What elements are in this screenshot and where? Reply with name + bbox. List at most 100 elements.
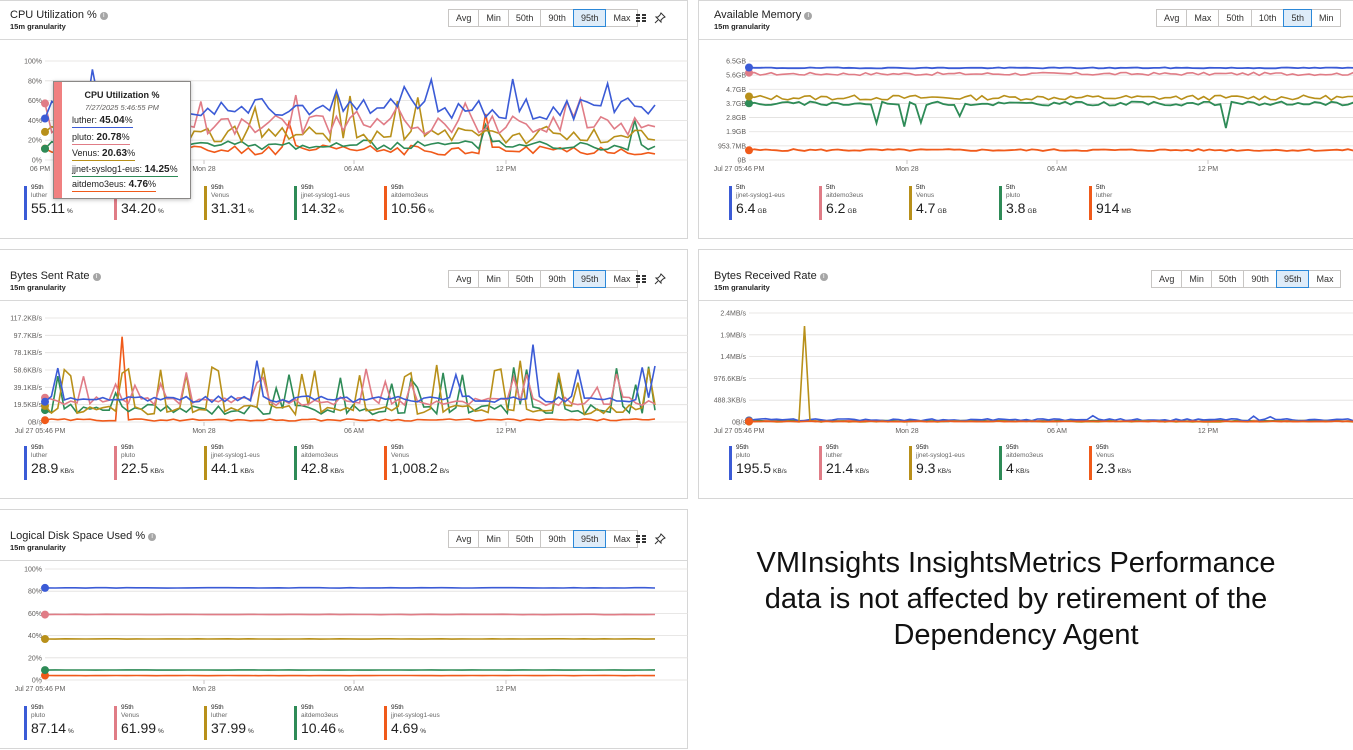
y-tick-label: 100%: [24, 567, 42, 574]
x-tick-label: 06 AM: [344, 428, 364, 435]
aggregation-button[interactable]: 95th: [573, 270, 607, 288]
x-tick-label: Jul 27 05:46 PM: [714, 166, 765, 173]
x-tick-label: Jul 27 05:46 PM: [714, 428, 765, 435]
legend-stat: 95th: [1096, 444, 1179, 452]
legend-stat: 95th: [121, 444, 204, 452]
legend-color-swatch: [729, 446, 732, 480]
legend-color-swatch: [204, 706, 207, 740]
legend-stat: 95th: [826, 444, 909, 452]
series-marker: [41, 115, 49, 123]
tooltip-title: CPU Utilization %: [54, 90, 190, 100]
legend-stat: 95th: [736, 444, 819, 452]
legend-color-swatch: [909, 446, 912, 480]
series-line-gold[interactable]: [749, 326, 1353, 422]
legend-stat: 95th: [301, 444, 384, 452]
y-tick-label: 6.5GB: [726, 59, 746, 66]
series-line-orange[interactable]: [749, 149, 1353, 151]
series-marker: [41, 666, 49, 674]
legend-series-name: aitdemo3eus: [301, 712, 384, 720]
series-marker: [41, 584, 49, 592]
legend-color-swatch: [114, 706, 117, 740]
legend-color-swatch: [384, 706, 387, 740]
x-tick-label: Mon 28: [895, 428, 918, 435]
series-marker: [745, 146, 753, 154]
x-tick-label: 06 PM: [30, 166, 50, 173]
legend-series-name: pluto: [1006, 192, 1089, 200]
legend-stat: 95th: [211, 444, 294, 452]
series-line-blue[interactable]: [749, 67, 1353, 68]
x-tick-label: 06 AM: [344, 166, 364, 173]
legend-stat: 5th: [916, 184, 999, 192]
aggregation-button[interactable]: 95th: [573, 530, 607, 548]
series-marker: [41, 145, 49, 153]
aggregation-button[interactable]: 95th: [1276, 270, 1310, 288]
x-tick-label: Jul 27 05:46 PM: [15, 428, 66, 435]
legend-series-name: pluto: [736, 452, 819, 460]
y-tick-label: 5.6GB: [726, 73, 746, 80]
legend-value: 61.99%: [121, 720, 204, 740]
legend-value: 10.56%: [391, 200, 474, 220]
series-line-gold[interactable]: [749, 95, 1353, 100]
legend-color-swatch: [204, 446, 207, 480]
x-tick-label: 06 AM: [344, 686, 364, 693]
legend-series-name: luther: [826, 452, 909, 460]
y-tick-label: 19.5KB/s: [14, 402, 43, 409]
x-tick-label: 06 AM: [1047, 428, 1067, 435]
legend-color-swatch: [819, 446, 822, 480]
x-tick-label: Mon 28: [192, 428, 215, 435]
y-tick-label: 976.6KB/s: [714, 376, 747, 383]
aggregation-button[interactable]: 95th: [573, 9, 607, 27]
legend-stat: 95th: [391, 444, 474, 452]
y-tick-label: 117.2KB/s: [10, 316, 42, 323]
legend-stat: 95th: [301, 184, 384, 192]
series-line-green[interactable]: [749, 102, 1353, 129]
legend-color-swatch: [24, 186, 27, 220]
overlay-line: VMInsights InsightsMetrics Performance: [706, 545, 1326, 581]
legend-value: 87.14%: [31, 720, 114, 740]
legend-stat: 95th: [31, 704, 114, 712]
legend-series-name: Venus: [1096, 452, 1179, 460]
legend-stat: 95th: [391, 184, 474, 192]
legend-series-name: Venus: [211, 192, 294, 200]
aggregation-button[interactable]: 5th: [1283, 9, 1312, 27]
tooltip-row: Venus: 20.63%: [72, 148, 135, 161]
legend-stat: 95th: [391, 704, 474, 712]
x-tick-label: Mon 28: [192, 686, 215, 693]
legend-color-swatch: [1089, 446, 1092, 480]
series-line-orange[interactable]: [749, 421, 1353, 422]
series-marker: [745, 93, 753, 101]
